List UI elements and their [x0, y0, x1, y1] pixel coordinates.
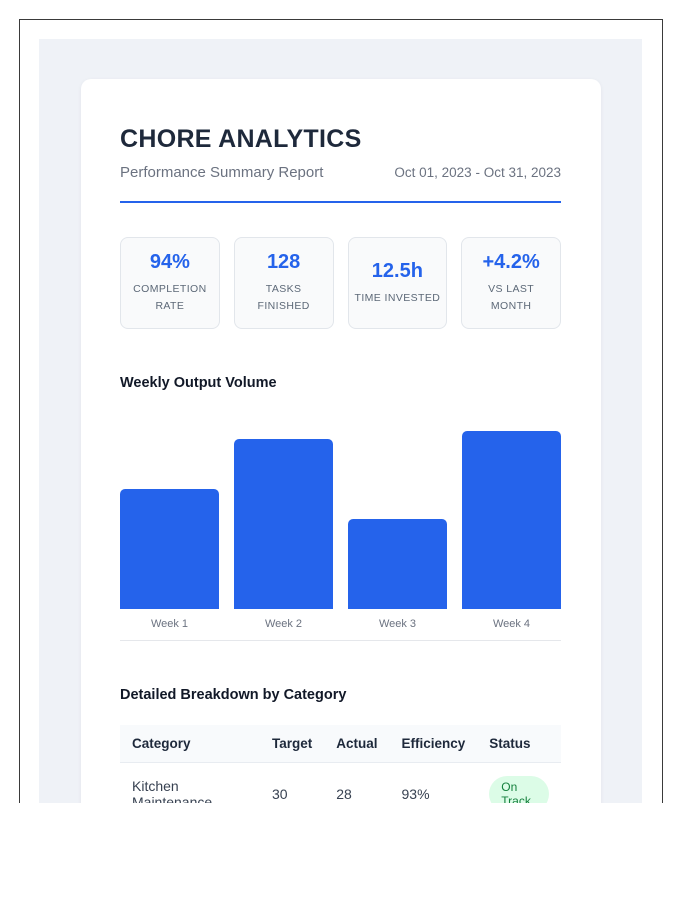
column-header-efficiency: Efficiency — [389, 724, 478, 763]
column-header-status: Status — [477, 724, 561, 763]
stat-label: COMPLETION RATE — [133, 283, 207, 312]
cell-status: On Track — [477, 762, 561, 803]
report-title: CHORE ANALYTICS — [120, 125, 362, 153]
page-background: CHORE ANALYTICS Performance Summary Repo… — [39, 39, 642, 803]
bar-label-week-3: Week 3 — [378, 617, 417, 630]
bar-week-4 — [462, 430, 561, 609]
table-section-heading: Detailed Breakdown by Category — [120, 686, 347, 703]
breakdown-table-header: Category Target Actual Efficiency Status — [120, 724, 561, 763]
chart-section-heading: Weekly Output Volume — [120, 374, 277, 391]
stat-value: 12.5h — [371, 259, 423, 282]
bar-label-week-1: Week 1 — [150, 617, 189, 630]
cell-efficiency: 93% — [401, 785, 430, 802]
stat-value: +4.2% — [482, 251, 540, 274]
cell-category: Kitchen Maintenance — [132, 777, 213, 803]
report-card: CHORE ANALYTICS Performance Summary Repo… — [81, 79, 601, 803]
bar-week-1 — [120, 488, 219, 609]
report-subtitle: Performance Summary Report — [120, 163, 324, 181]
stat-card-completion-rate: 94% COMPLETION RATE — [120, 236, 220, 329]
chart-divider — [120, 639, 561, 641]
bar-chart — [120, 430, 561, 609]
report-date-range: Oct 01, 2023 - Oct 31, 2023 — [394, 164, 561, 180]
stat-card-tasks-finished: 128 TASKS FINISHED — [233, 236, 334, 329]
column-header-category: Category — [120, 724, 260, 763]
stats-row: 94% COMPLETION RATE 128 TASKS FINISHED 1… — [120, 236, 561, 329]
screenshot-frame: CHORE ANALYTICS Performance Summary Repo… — [19, 19, 663, 803]
bar-week-2 — [234, 438, 333, 609]
column-header-actual: Actual — [324, 724, 390, 763]
stat-card-vs-last-month: +4.2% VS LAST MONTH — [461, 236, 561, 329]
bar-label-week-4: Week 4 — [492, 617, 531, 630]
stat-card-time-invested: 12.5h TIME INVESTED — [347, 236, 448, 329]
bar-label-week-2: Week 2 — [264, 617, 303, 630]
cell-target: 30 — [271, 785, 288, 802]
table-row: Kitchen Maintenance 30 28 93% On Track — [120, 762, 561, 803]
stat-label: VS LAST MONTH — [488, 283, 535, 312]
bar-chart-labels: Week 1 Week 2 Week 3 Week 4 — [120, 618, 561, 630]
cell-actual: 28 — [336, 785, 352, 802]
report-header-row: Performance Summary Report Oct 01, 2023 … — [120, 164, 561, 203]
status-badge: On Track — [489, 775, 549, 803]
bar-week-3 — [348, 518, 447, 609]
stat-value: 128 — [266, 251, 301, 274]
stat-label: TIME INVESTED — [354, 291, 441, 304]
column-header-target: Target — [259, 724, 325, 763]
stat-label: TASKS FINISHED — [257, 283, 310, 312]
breakdown-table: Category Target Actual Efficiency Status… — [120, 724, 561, 803]
stat-value: 94% — [149, 251, 190, 274]
